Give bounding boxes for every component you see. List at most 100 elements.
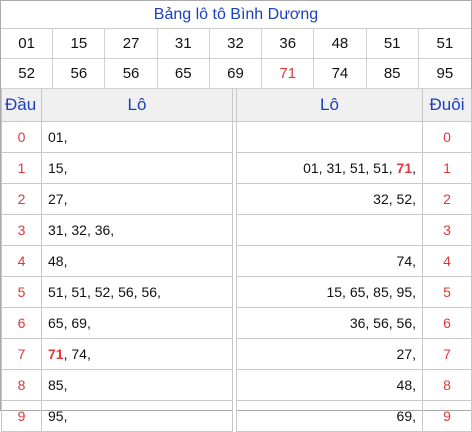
- duoi-digit: 8: [422, 369, 472, 401]
- loto-number: 85: [48, 377, 64, 393]
- loto-number: 32: [71, 222, 87, 238]
- duoi-digit: 9: [422, 400, 472, 432]
- duoi-digit: 5: [422, 276, 472, 308]
- table-row: 6 65, 69, 36, 56, 56, 6: [1, 307, 472, 339]
- lo-right-cell: [236, 214, 423, 246]
- lo-right-cell: 36, 56, 56,: [236, 307, 423, 339]
- result-number: 56: [53, 59, 106, 89]
- result-number: 71: [262, 59, 315, 89]
- lo-right-cell: 48,: [236, 369, 423, 401]
- lo-right-cell: 32, 52,: [236, 183, 423, 215]
- dau-digit: 6: [1, 307, 42, 339]
- table-row: 7 71, 74, 27, 7: [1, 338, 472, 370]
- header-lo-left: Lô: [41, 89, 233, 122]
- loto-number: 56: [373, 315, 389, 331]
- dau-digit: 2: [1, 183, 42, 215]
- loto-number: 27: [396, 346, 413, 362]
- loto-number: 01: [303, 160, 319, 176]
- result-number: 32: [209, 29, 263, 59]
- result-number: 51: [366, 29, 419, 59]
- lo-left-cell: 51, 51, 52, 56, 56,: [41, 276, 233, 308]
- lo-right-cell: 01, 31, 51, 51, 71,: [236, 152, 423, 184]
- duoi-digit: 3: [422, 214, 472, 246]
- table-row: 9 95, 69, 9: [1, 400, 472, 432]
- duoi-digit: 2: [422, 183, 472, 215]
- header-duoi: Đuôi: [422, 89, 472, 122]
- header-lo-right: Lô: [236, 89, 423, 122]
- table-row: 0 01, 0: [1, 121, 472, 153]
- duoi-digit: 0: [422, 121, 472, 153]
- table-row: 3 31, 32, 36, 3: [1, 214, 472, 246]
- loto-number: 69: [396, 408, 413, 424]
- loto-number: 74: [396, 253, 413, 269]
- lo-left-cell: 27,: [41, 183, 233, 215]
- loto-number: 48: [48, 253, 64, 269]
- table-row: 2 27, 32, 52, 2: [1, 183, 472, 215]
- table-header-row: Đầu Lô Lô Đuôi: [1, 89, 472, 122]
- loto-number: 32: [373, 191, 389, 207]
- dau-digit: 8: [1, 369, 42, 401]
- loto-number: 69: [71, 315, 87, 331]
- loto-number: 71: [396, 160, 413, 176]
- loto-number: 56: [141, 284, 158, 300]
- lo-left-cell: 85,: [41, 369, 233, 401]
- duoi-digit: 1: [422, 152, 472, 184]
- loto-number: 48: [396, 377, 413, 393]
- lo-right-cell: [236, 121, 423, 153]
- dau-digit: 5: [1, 276, 42, 308]
- lo-left-cell: 95,: [41, 400, 233, 432]
- result-number: 56: [105, 59, 158, 89]
- lo-left-cell: 65, 69,: [41, 307, 233, 339]
- dau-digit: 3: [1, 214, 42, 246]
- loto-number: 95: [48, 408, 64, 424]
- result-number: 65: [157, 59, 210, 89]
- board-title: Bảng lô tô Bình Dương: [1, 1, 471, 29]
- loto-number: 31: [48, 222, 64, 238]
- lo-left-cell: 31, 32, 36,: [41, 214, 233, 246]
- result-number: 27: [105, 29, 158, 59]
- loto-number: 95: [396, 284, 413, 300]
- duoi-digit: 4: [422, 245, 472, 277]
- loto-number: 51: [71, 284, 87, 300]
- lo-right-cell: 69,: [236, 400, 423, 432]
- loto-table: Đầu Lô Lô Đuôi 0 01, 0 1 15, 01, 31, 51, 51, …: [1, 89, 472, 432]
- lo-right-cell: 15, 65, 85, 95,: [236, 276, 423, 308]
- loto-number: 51: [373, 160, 389, 176]
- loto-number: 74: [71, 346, 87, 362]
- result-number: 95: [418, 59, 471, 89]
- lo-left-cell: 71, 74,: [41, 338, 233, 370]
- loto-number: 52: [94, 284, 111, 300]
- dau-digit: 1: [1, 152, 42, 184]
- table-row: 1 15, 01, 31, 51, 51, 71, 1: [1, 152, 472, 184]
- dau-digit: 0: [1, 121, 42, 153]
- loto-number: 36: [349, 315, 366, 331]
- result-number: 15: [53, 29, 106, 59]
- result-number: 36: [262, 29, 315, 59]
- loto-number: 56: [118, 284, 134, 300]
- loto-number: 15: [48, 160, 64, 176]
- lo-right-cell: 74,: [236, 245, 423, 277]
- table-row: 5 51, 51, 52, 56, 56, 15, 65, 85, 95, 5: [1, 276, 472, 308]
- table-row: 4 48, 74, 4: [1, 245, 472, 277]
- result-number: 48: [314, 29, 367, 59]
- loto-number: 27: [48, 191, 64, 207]
- loto-number: 51: [48, 284, 64, 300]
- lo-right-cell: 27,: [236, 338, 423, 370]
- loto-number: 31: [326, 160, 343, 176]
- result-number: 01: [1, 29, 54, 59]
- loto-number: 56: [396, 315, 413, 331]
- table-row: 8 85, 48, 8: [1, 369, 472, 401]
- lo-left-cell: 48,: [41, 245, 233, 277]
- results-number-grid: 01 15 27 31 32 36 48 51 51 52 56 56 65 69 71 74 85 95: [1, 29, 471, 89]
- loto-number: 01: [48, 129, 64, 145]
- duoi-digit: 6: [422, 307, 472, 339]
- loto-number: 65: [349, 284, 366, 300]
- loto-number: 85: [373, 284, 389, 300]
- result-number: 52: [1, 59, 54, 89]
- loto-number: 51: [349, 160, 366, 176]
- result-number: 85: [366, 59, 419, 89]
- result-number: 31: [157, 29, 210, 59]
- loto-number: 71: [48, 346, 64, 362]
- loto-number: 52: [396, 191, 413, 207]
